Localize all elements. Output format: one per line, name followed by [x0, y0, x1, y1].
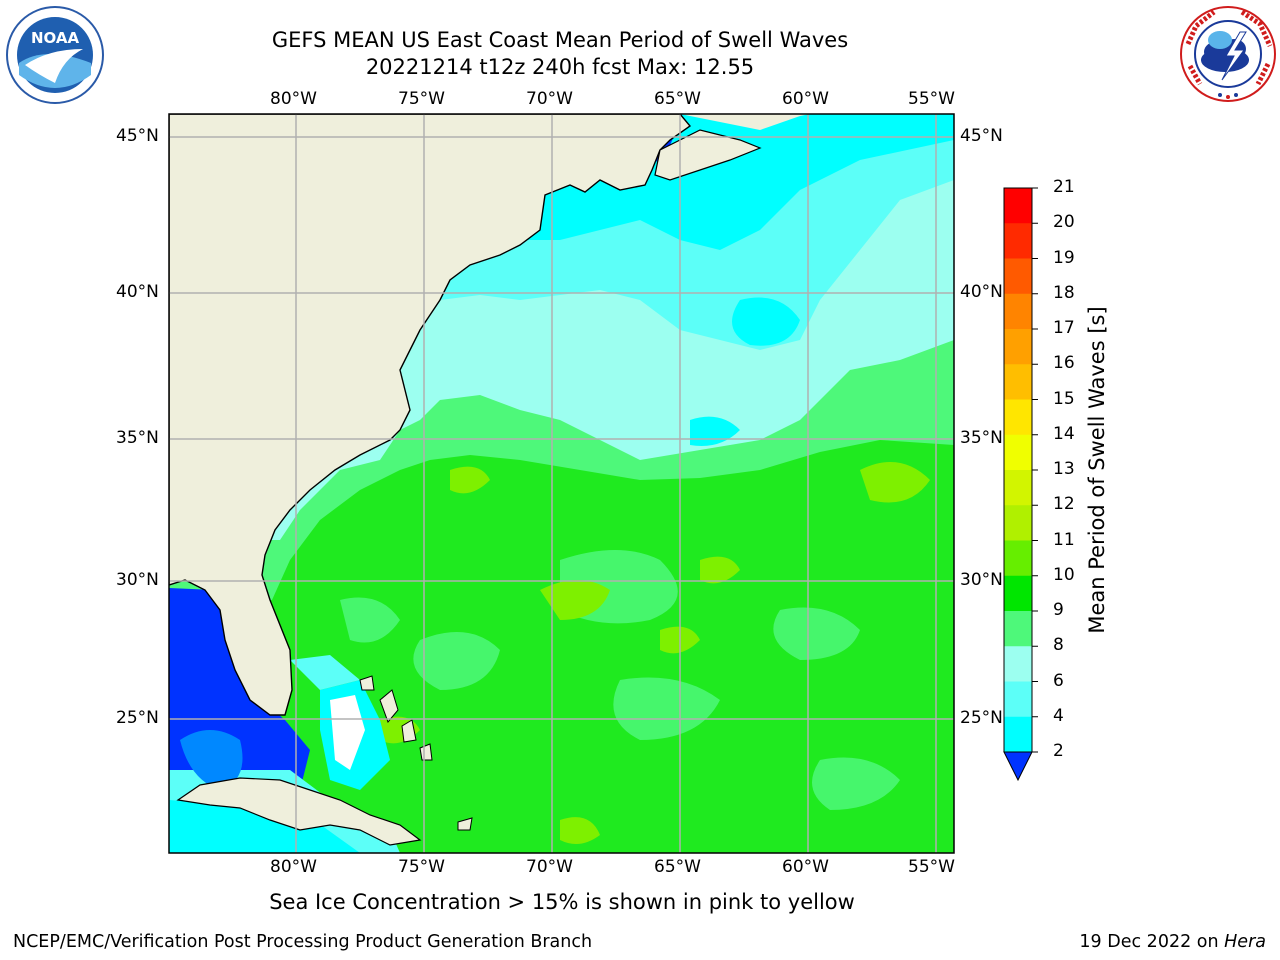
lon-label-bottom: 70°W [526, 857, 573, 877]
lon-label-top: 60°W [782, 89, 829, 109]
colorbar-tick-label: 16 [1053, 353, 1075, 374]
colorbar-tick-label: 17 [1053, 318, 1075, 338]
colorbar-tick-label: 14 [1053, 423, 1075, 444]
colorbar-tick-label: 21 [1053, 177, 1075, 197]
colorbar-segment [1004, 646, 1032, 682]
colorbar-segment [1004, 540, 1032, 577]
colorbar-tick-label: 9 [1053, 600, 1064, 620]
map-title: GEFS MEAN US East Coast Mean Period of S… [271, 28, 849, 52]
colorbar [1003, 187, 1038, 782]
footer-date-text: 19 Dec 2022 on [1079, 932, 1225, 952]
colorbar-segment [1004, 399, 1032, 436]
lon-label-top: 70°W [526, 89, 573, 109]
band-9-10 [340, 550, 900, 810]
colorbar-segment [1004, 575, 1032, 612]
lat-label-left: 45°N [116, 126, 159, 146]
colorbar-tick-label: 13 [1053, 459, 1075, 479]
colorbar-tick-label: 18 [1053, 282, 1075, 303]
colorbar-tick-label: 4 [1053, 705, 1064, 726]
noaa-logo: NOAA [6, 6, 104, 104]
colorbar-segment [1004, 364, 1032, 400]
colorbar-segment [1004, 716, 1032, 753]
sea-ice-note: Sea Ice Concentration > 15% is shown in … [269, 890, 855, 914]
footer-host: Hera [1224, 932, 1266, 952]
lon-label-top: 80°W [270, 89, 317, 109]
colorbar-segment [1004, 434, 1032, 471]
colorbar-tick-label: 6 [1053, 670, 1064, 691]
footer-credit: NCEP/EMC/Verification Post Processing Pr… [13, 932, 593, 952]
land-north-america [169, 114, 692, 716]
band-11-12 [380, 462, 930, 844]
footer-date: 19 Dec 2022 on Hera [1079, 932, 1266, 952]
colorbar-tick-label: 10 [1053, 564, 1075, 585]
colorbar-segment [1004, 611, 1032, 647]
lon-label-bottom: 80°W [270, 857, 317, 877]
lon-label-bottom: 65°W [654, 857, 701, 877]
lat-label-right: 40°N [960, 282, 1003, 302]
map-frame [168, 113, 955, 854]
map-subtitle: 20221214 t12z 240h fcst Max: 12.55 [365, 55, 755, 79]
colorbar-segment [1004, 293, 1032, 330]
graticule [169, 114, 954, 853]
colorbar-tick-label: 11 [1053, 529, 1075, 550]
colorbar-tick-label: 19 [1053, 247, 1075, 268]
colorbar-title: Mean Period of Swell Waves [s] [1085, 306, 1109, 634]
lat-label-left: 35°N [116, 428, 159, 448]
land-cuba [176, 777, 422, 846]
lon-label-top: 65°W [654, 89, 701, 109]
colorbar-tick-label: 12 [1053, 494, 1075, 515]
colorbar-segment [1004, 223, 1032, 259]
nws-logo [1180, 6, 1276, 102]
lat-label-right: 45°N [960, 126, 1003, 146]
colorbar-tick-label: 20 [1053, 212, 1075, 233]
lon-label-top: 75°W [398, 89, 445, 109]
colorbar-segment [1004, 681, 1032, 718]
lat-label-left: 30°N [116, 570, 159, 590]
lat-label-right: 30°N [960, 570, 1003, 590]
lon-label-top: 55°W [908, 89, 955, 109]
colorbar-segment [1004, 329, 1032, 365]
lon-label-bottom: 55°W [908, 857, 955, 877]
colorbar-segment [1004, 505, 1032, 541]
colorbar-tick-label: 8 [1053, 635, 1064, 656]
colorbar-segment [1004, 470, 1032, 506]
colorbar-extend-arrow [1003, 751, 1033, 782]
colorbar-tick-label: 2 [1053, 741, 1064, 761]
lat-label-right: 35°N [960, 428, 1003, 448]
lat-label-left: 25°N [116, 708, 159, 728]
lon-label-bottom: 60°W [782, 857, 829, 877]
lon-label-bottom: 75°W [398, 857, 445, 877]
colorbar-segment [1004, 188, 1032, 224]
lat-label-left: 40°N [116, 282, 159, 302]
colorbar-segment [1004, 258, 1032, 295]
lat-label-right: 25°N [960, 708, 1003, 728]
colorbar-tick-label: 15 [1053, 388, 1075, 409]
noaa-logo-text: NOAA [31, 29, 80, 47]
